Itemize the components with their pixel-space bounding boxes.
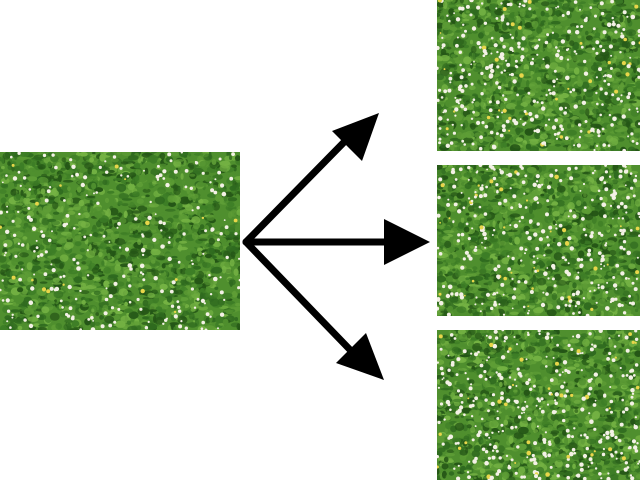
source-texture-image (0, 152, 240, 330)
output-texture-svg-2 (437, 165, 640, 316)
arrow-up-right-icon (242, 113, 379, 246)
output-texture-svg-1 (437, 0, 640, 151)
output-texture-image-1 (437, 0, 640, 151)
source-texture-svg (0, 152, 240, 330)
output-texture-image-2 (437, 165, 640, 316)
output-texture-image-3 (437, 330, 640, 480)
arrow-down-right-icon (242, 238, 384, 380)
output-texture-svg-3 (437, 330, 640, 480)
arrow-right-icon (242, 219, 430, 265)
